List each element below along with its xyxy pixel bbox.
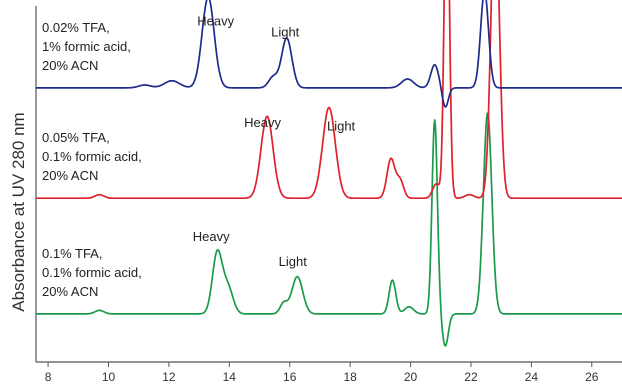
- series-label-line: 20% ACN: [42, 284, 98, 299]
- peak-annotation: Heavy: [193, 229, 230, 244]
- x-tick-label: 12: [162, 370, 176, 384]
- x-tick-label: 8: [45, 370, 52, 384]
- peak-annotation: Heavy: [197, 14, 234, 29]
- series-label-line: 0.1% TFA,: [42, 246, 102, 261]
- peak-annotation: Light: [327, 119, 356, 134]
- x-axis-ticks: 8 10 12 14 16 18 20 22 24 26: [45, 362, 599, 384]
- x-tick-label: 24: [525, 370, 539, 384]
- series-label-line: 20% ACN: [42, 58, 98, 73]
- trace-line-2: [35, 0, 622, 200]
- series-labels: 0.1% TFA, 0.1% formic acid, 20% ACN 0.05% T…: [42, 20, 142, 299]
- x-tick-label: 22: [464, 370, 478, 384]
- trace-line-1: [35, 112, 622, 347]
- traces: [35, 0, 622, 347]
- peak-annotation: Light: [279, 254, 308, 269]
- series-label-line: 1% formic acid,: [42, 39, 131, 54]
- trace-line-3: [35, 0, 622, 108]
- x-tick-label: 26: [585, 370, 599, 384]
- series-label-line: 20% ACN: [42, 168, 98, 183]
- x-tick-label: 10: [102, 370, 116, 384]
- series-label-line: 0.02% TFA,: [42, 20, 110, 35]
- x-tick-label: 16: [283, 370, 297, 384]
- y-axis-label: Absorbance at UV 280 nm: [9, 112, 28, 311]
- peak-annotations: Heavy Light Heavy Light Heavy Light: [193, 14, 356, 269]
- peak-annotation: Heavy: [244, 115, 281, 130]
- series-label-line: 0.05% TFA,: [42, 130, 110, 145]
- series-label-line: 0.1% formic acid,: [42, 149, 142, 164]
- x-tick-label: 14: [223, 370, 237, 384]
- x-tick-label: 18: [343, 370, 357, 384]
- x-tick-label: 20: [404, 370, 418, 384]
- peak-annotation: Light: [271, 24, 300, 39]
- series-label-line: 0.1% formic acid,: [42, 265, 142, 280]
